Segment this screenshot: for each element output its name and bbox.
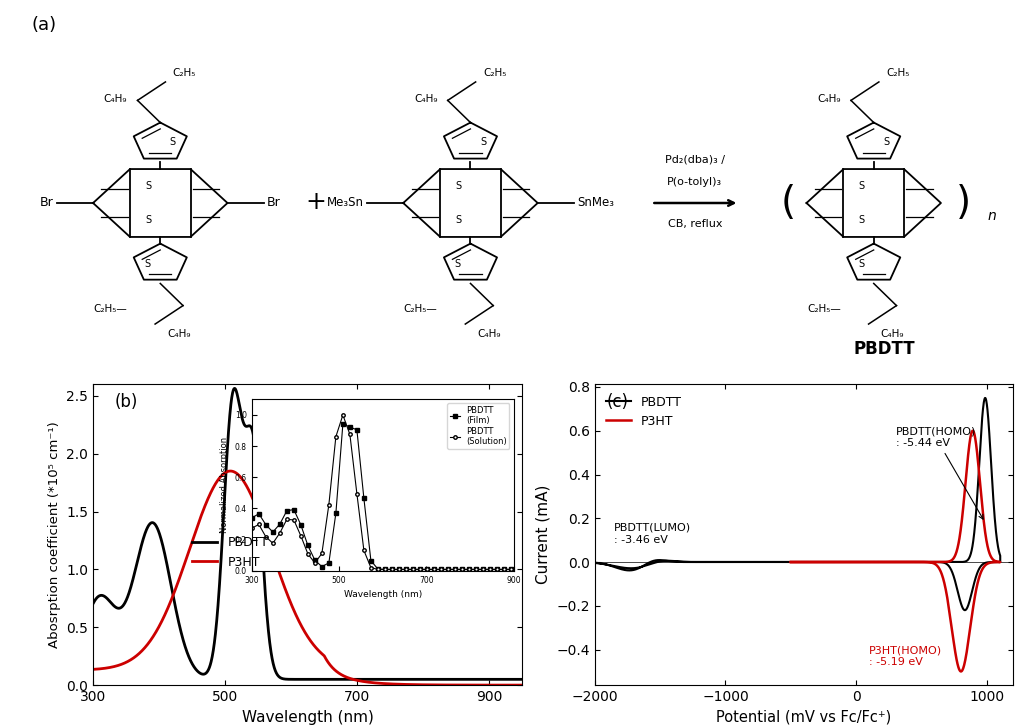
PBDTT: [930, 558, 942, 566]
Text: P3HT(HOMO)
: -5.19 eV: P3HT(HOMO) : -5.19 eV: [870, 645, 943, 667]
Text: S: S: [858, 181, 864, 191]
Text: +: +: [305, 189, 326, 214]
Text: n: n: [987, 210, 996, 223]
Text: C₂H₅—: C₂H₅—: [807, 304, 841, 315]
Line: P3HT: P3HT: [791, 431, 1000, 671]
Text: C₂H₅: C₂H₅: [886, 68, 910, 78]
PBDTT: [516, 675, 528, 684]
Text: C₂H₅: C₂H₅: [173, 68, 196, 78]
PBDTT: [504, 675, 516, 684]
PBDTT: [979, 394, 992, 402]
Y-axis label: Current (mA): Current (mA): [536, 485, 551, 584]
Text: Br: Br: [40, 196, 54, 210]
P3HT: [425, 681, 437, 689]
Text: (a): (a): [31, 16, 56, 34]
P3HT: [967, 426, 979, 435]
PBDTT: [588, 558, 601, 567]
PBDTT: [284, 675, 297, 684]
Text: PBDTT(LUMO)
: -3.46 eV: PBDTT(LUMO) : -3.46 eV: [614, 523, 692, 544]
X-axis label: Wavelength (nm): Wavelength (nm): [242, 710, 373, 724]
Legend: PBDTT, P3HT: PBDTT, P3HT: [187, 531, 273, 573]
Line: PBDTT: PBDTT: [595, 398, 1000, 610]
P3HT: [945, 556, 957, 565]
Text: S: S: [145, 215, 151, 225]
Text: ): ): [956, 184, 971, 222]
P3HT: [785, 558, 797, 566]
Text: PBDTT: PBDTT: [853, 339, 915, 357]
P3HT: [224, 467, 237, 476]
Legend: PBDTT, P3HT: PBDTT, P3HT: [601, 391, 687, 433]
X-axis label: Potential (mV vs Fc/Fc⁺): Potential (mV vs Fc/Fc⁺): [717, 710, 891, 724]
Text: S: S: [455, 215, 461, 225]
Text: Br: Br: [267, 196, 280, 210]
PBDTT: [974, 444, 986, 452]
Text: C₂H₅: C₂H₅: [483, 68, 507, 78]
P3HT: [793, 558, 805, 566]
P3HT: [954, 667, 967, 676]
Text: C₄H₉: C₄H₉: [414, 94, 437, 104]
PBDTT: [653, 558, 666, 566]
Text: (: (: [781, 184, 795, 222]
Y-axis label: Abosrption coefficient (*10⁵ cm⁻¹): Abosrption coefficient (*10⁵ cm⁻¹): [48, 421, 61, 648]
PBDTT: [810, 558, 822, 566]
Text: S: S: [145, 181, 151, 191]
PBDTT: [325, 675, 337, 684]
PBDTT: [613, 563, 626, 571]
P3HT: [504, 681, 516, 689]
Text: P(o-tolyl)₃: P(o-tolyl)₃: [667, 177, 723, 187]
Text: C₄H₉: C₄H₉: [478, 329, 500, 339]
P3HT: [838, 558, 850, 566]
PBDTT: [296, 675, 308, 684]
PBDTT: [87, 600, 99, 608]
Text: S: S: [455, 181, 461, 191]
Text: Pd₂(dba)₃ /: Pd₂(dba)₃ /: [665, 154, 725, 165]
P3HT: [964, 438, 976, 447]
PBDTT: [936, 558, 948, 566]
Text: C₂H₅—: C₂H₅—: [403, 304, 437, 315]
P3HT: [832, 558, 845, 566]
P3HT: [87, 665, 99, 674]
PBDTT: [588, 558, 601, 567]
PBDTT: [959, 606, 971, 615]
Text: S: S: [170, 138, 176, 147]
Text: C₄H₉: C₄H₉: [103, 94, 127, 104]
P3HT: [504, 681, 516, 689]
Text: C₄H₉: C₄H₉: [168, 329, 190, 339]
PBDTT: [425, 675, 437, 684]
Text: S: S: [858, 215, 864, 225]
P3HT: [284, 598, 297, 607]
P3HT: [785, 558, 797, 566]
P3HT: [516, 681, 528, 689]
Text: SnMe₃: SnMe₃: [577, 196, 614, 210]
PBDTT: [229, 384, 241, 393]
PBDTT: [109, 602, 121, 611]
Text: (b): (b): [115, 393, 138, 411]
Text: S: S: [145, 259, 151, 268]
Text: C₄H₉: C₄H₉: [881, 329, 904, 339]
Line: P3HT: P3HT: [93, 471, 522, 685]
Text: CB, reflux: CB, reflux: [668, 219, 722, 229]
Text: S: S: [455, 259, 461, 268]
Line: PBDTT: PBDTT: [93, 389, 522, 679]
Text: S: S: [480, 138, 486, 147]
PBDTT: [504, 675, 516, 684]
Text: S: S: [883, 138, 889, 147]
Text: Me₃Sn: Me₃Sn: [327, 196, 364, 210]
P3HT: [296, 623, 308, 631]
P3HT: [857, 558, 870, 566]
Text: PBDTT(HOMO)
: -5.44 eV: PBDTT(HOMO) : -5.44 eV: [895, 426, 983, 519]
P3HT: [109, 662, 121, 671]
Text: (c): (c): [607, 393, 629, 411]
Text: C₄H₉: C₄H₉: [817, 94, 841, 104]
Text: S: S: [858, 259, 864, 268]
Text: C₂H₅—: C₂H₅—: [93, 304, 127, 315]
